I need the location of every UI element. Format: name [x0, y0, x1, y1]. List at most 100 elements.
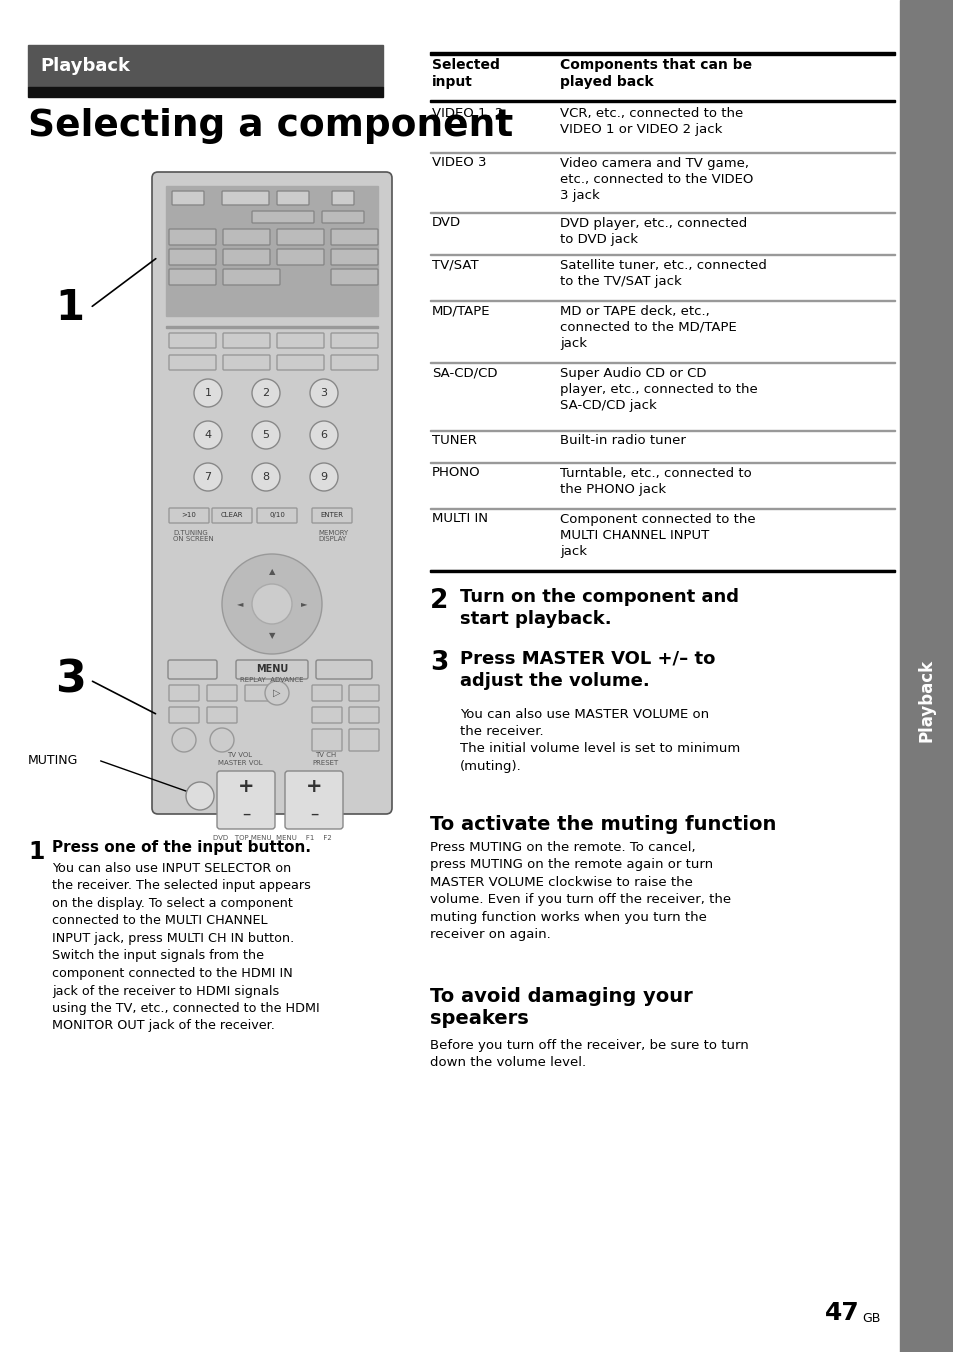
Text: Turn on the component and
start playback.: Turn on the component and start playback… [459, 588, 739, 629]
FancyBboxPatch shape [169, 685, 199, 700]
FancyBboxPatch shape [312, 508, 352, 523]
FancyBboxPatch shape [276, 191, 309, 206]
Text: 3: 3 [55, 658, 86, 702]
Text: To activate the muting function: To activate the muting function [430, 814, 776, 833]
Circle shape [193, 462, 222, 491]
Text: +: + [237, 776, 254, 795]
Text: MUTING: MUTING [28, 753, 78, 767]
Text: DVD player, etc., connected
to DVD jack: DVD player, etc., connected to DVD jack [559, 216, 746, 246]
Text: Components that can be
played back: Components that can be played back [559, 58, 751, 89]
Circle shape [310, 462, 337, 491]
FancyBboxPatch shape [331, 249, 377, 265]
Text: 4: 4 [204, 430, 212, 439]
FancyBboxPatch shape [349, 707, 378, 723]
Text: 7: 7 [204, 472, 212, 483]
Text: SA-CD/CD: SA-CD/CD [432, 366, 497, 380]
Text: –: – [241, 804, 250, 823]
FancyBboxPatch shape [168, 660, 216, 679]
Text: Press MASTER VOL +/– to
adjust the volume.: Press MASTER VOL +/– to adjust the volum… [459, 649, 715, 691]
Text: DVD   TOP MENU  MENU    F1    F2: DVD TOP MENU MENU F1 F2 [213, 836, 331, 841]
FancyBboxPatch shape [169, 228, 215, 245]
Text: ►: ► [300, 599, 307, 608]
Text: 0/10: 0/10 [269, 512, 285, 518]
FancyBboxPatch shape [256, 508, 296, 523]
Text: VIDEO 1, 2: VIDEO 1, 2 [432, 107, 503, 119]
Text: 2: 2 [262, 388, 270, 397]
FancyBboxPatch shape [207, 685, 236, 700]
FancyBboxPatch shape [207, 707, 236, 723]
Text: Video camera and TV game,
etc., connected to the VIDEO
3 jack: Video camera and TV game, etc., connecte… [559, 157, 753, 203]
FancyBboxPatch shape [169, 249, 215, 265]
Text: 9: 9 [320, 472, 327, 483]
Text: ON SCREEN: ON SCREEN [172, 535, 213, 542]
Text: 1: 1 [55, 287, 84, 329]
FancyBboxPatch shape [223, 249, 270, 265]
Text: Super Audio CD or CD
player, etc., connected to the
SA-CD/CD jack: Super Audio CD or CD player, etc., conne… [559, 366, 757, 412]
FancyBboxPatch shape [245, 685, 274, 700]
Text: 3: 3 [320, 388, 327, 397]
Text: MULTI IN: MULTI IN [432, 512, 488, 526]
Text: TV/SAT: TV/SAT [432, 258, 478, 272]
FancyBboxPatch shape [223, 228, 270, 245]
Text: +: + [305, 776, 322, 795]
FancyBboxPatch shape [285, 771, 343, 829]
Text: Press MUTING on the remote. To cancel,
press MUTING on the remote again or turn
: Press MUTING on the remote. To cancel, p… [430, 841, 730, 941]
Circle shape [252, 462, 280, 491]
FancyBboxPatch shape [331, 228, 377, 245]
FancyBboxPatch shape [276, 333, 324, 347]
FancyBboxPatch shape [169, 356, 215, 370]
Bar [28, 87, 382, 97]
Bar [166, 187, 377, 316]
Text: ENTER: ENTER [320, 512, 343, 518]
Text: 6: 6 [320, 430, 327, 439]
Text: DVD: DVD [432, 216, 460, 230]
Text: 1: 1 [28, 840, 45, 864]
Text: TV VOL: TV VOL [227, 752, 253, 758]
Text: DISPLAY: DISPLAY [317, 535, 346, 542]
FancyBboxPatch shape [276, 228, 324, 245]
FancyBboxPatch shape [331, 333, 377, 347]
Text: ▲: ▲ [269, 568, 275, 576]
FancyBboxPatch shape [169, 333, 215, 347]
Text: Satellite tuner, etc., connected
to the TV/SAT jack: Satellite tuner, etc., connected to the … [559, 258, 766, 288]
Circle shape [310, 379, 337, 407]
Circle shape [186, 781, 213, 810]
Text: Press one of the input button.: Press one of the input button. [52, 840, 311, 854]
Text: 8: 8 [262, 472, 270, 483]
FancyBboxPatch shape [216, 771, 274, 829]
Text: 3: 3 [430, 649, 448, 676]
Text: MEMORY: MEMORY [317, 530, 348, 535]
FancyBboxPatch shape [223, 333, 270, 347]
Bar [430, 100, 894, 101]
Text: Selected
input: Selected input [432, 58, 499, 89]
Text: REPLAY  ADVANCE: REPLAY ADVANCE [240, 677, 303, 683]
Text: GB: GB [862, 1311, 880, 1325]
Circle shape [265, 681, 289, 704]
Text: TUNER: TUNER [432, 434, 476, 448]
Circle shape [222, 554, 322, 654]
FancyBboxPatch shape [223, 356, 270, 370]
Text: Before you turn off the receiver, be sure to turn
down the volume level.: Before you turn off the receiver, be sur… [430, 1038, 748, 1069]
Bar [430, 569, 894, 572]
FancyBboxPatch shape [312, 685, 341, 700]
Text: You can also use INPUT SELECTOR on
the receiver. The selected input appears
on t: You can also use INPUT SELECTOR on the r… [52, 863, 319, 1033]
Text: 1: 1 [204, 388, 212, 397]
FancyBboxPatch shape [349, 685, 378, 700]
Text: Playback: Playback [917, 658, 935, 741]
Circle shape [172, 727, 195, 752]
Text: MD or TAPE deck, etc.,
connected to the MD/TAPE
jack: MD or TAPE deck, etc., connected to the … [559, 304, 736, 350]
FancyBboxPatch shape [312, 729, 341, 750]
Text: 47: 47 [824, 1301, 859, 1325]
Text: Turntable, etc., connected to
the PHONO jack: Turntable, etc., connected to the PHONO … [559, 466, 751, 496]
Text: MD/TAPE: MD/TAPE [432, 304, 490, 318]
Bar [430, 51, 894, 55]
Text: VIDEO 3: VIDEO 3 [432, 157, 486, 169]
Circle shape [193, 379, 222, 407]
FancyBboxPatch shape [276, 249, 324, 265]
Text: To avoid damaging your
speakers: To avoid damaging your speakers [430, 987, 692, 1028]
Bar [28, 45, 382, 87]
FancyBboxPatch shape [252, 211, 314, 223]
Text: ▷: ▷ [273, 688, 280, 698]
Text: ◄: ◄ [236, 599, 243, 608]
FancyBboxPatch shape [331, 356, 377, 370]
